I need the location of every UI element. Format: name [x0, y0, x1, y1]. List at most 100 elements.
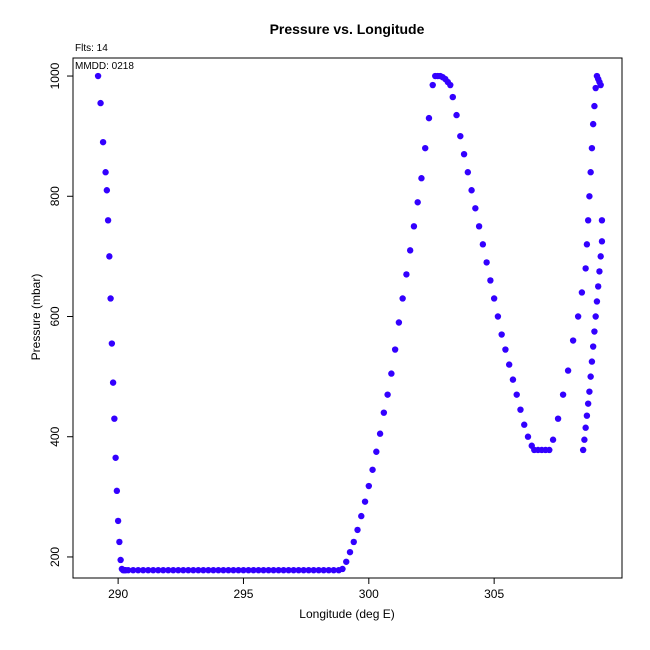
data-point: [418, 175, 425, 182]
x-axis: 290 295 300 305: [108, 578, 504, 601]
y-axis-label: Pressure (mbar): [29, 274, 43, 361]
data-point: [582, 424, 589, 431]
data-point: [546, 446, 553, 454]
data-point: [597, 253, 604, 260]
data-point: [591, 102, 598, 110]
data-point: [190, 566, 197, 574]
data-point: [584, 400, 592, 407]
data-point: [97, 99, 104, 107]
data-point: [94, 72, 102, 80]
data-point: [354, 526, 361, 534]
data-point: [320, 566, 327, 574]
data-point: [395, 319, 403, 326]
data-point: [425, 114, 433, 122]
data-point: [117, 556, 124, 564]
data-point: [265, 566, 272, 574]
data-point: [592, 313, 599, 320]
date-annotation: MMDD: 0218: [75, 61, 134, 72]
data-point: [581, 436, 588, 443]
data-point: [255, 566, 262, 574]
data-point: [453, 111, 460, 119]
data-point: [99, 138, 107, 146]
data-point: [139, 566, 147, 574]
data-point: [472, 205, 479, 212]
data-point: [339, 565, 346, 573]
data-point: [594, 283, 602, 290]
data-point: [521, 421, 528, 428]
data-point: [524, 433, 532, 440]
data-point: [150, 566, 157, 574]
data-point: [498, 331, 505, 338]
data-point: [591, 328, 598, 335]
data-point: [502, 346, 509, 353]
data-point: [103, 187, 111, 194]
y-tick-label: 600: [48, 306, 62, 326]
data-point: [106, 253, 113, 260]
data-point: [589, 343, 597, 350]
data-point: [185, 566, 192, 574]
data-point: [102, 169, 109, 176]
data-point: [285, 566, 292, 574]
y-tick-label: 800: [48, 186, 62, 206]
data-point: [509, 376, 517, 383]
plot-frame: [72, 57, 623, 579]
data-point: [260, 566, 267, 574]
data-point: [250, 566, 257, 574]
x-tick-label: 300: [359, 587, 379, 601]
data-point: [569, 337, 577, 344]
data-point: [230, 566, 237, 574]
data-point: [403, 271, 410, 278]
data-point: [107, 295, 114, 302]
data-point: [270, 566, 277, 574]
data-point: [240, 566, 247, 574]
data-point: [180, 566, 187, 574]
data-point: [429, 81, 436, 89]
data-point: [111, 415, 118, 422]
data-point: [295, 566, 302, 574]
data-point: [116, 538, 123, 546]
data-point: [210, 566, 217, 574]
data-point: [330, 566, 337, 574]
data-points: [94, 72, 606, 574]
data-point: [579, 446, 587, 454]
data-point: [588, 358, 596, 365]
data-point: [399, 295, 406, 302]
data-point: [578, 289, 586, 296]
data-point: [447, 81, 454, 89]
data-point: [513, 391, 520, 398]
data-point: [113, 487, 121, 495]
data-point: [583, 412, 591, 419]
data-point: [175, 566, 182, 574]
data-point: [155, 566, 162, 574]
data-point: [549, 436, 557, 443]
data-point: [588, 144, 596, 152]
data-point: [300, 566, 307, 574]
data-point: [160, 566, 167, 574]
x-tick-label: 295: [233, 587, 253, 601]
data-point: [205, 566, 212, 574]
data-point: [410, 223, 418, 230]
y-axis: 200 400 600 800 1000: [48, 62, 73, 567]
data-point: [487, 277, 494, 284]
data-point: [391, 346, 399, 353]
y-tick-label: 1000: [48, 62, 62, 89]
data-point: [494, 313, 502, 320]
data-point: [564, 367, 572, 374]
data-point: [596, 268, 603, 275]
data-point: [388, 370, 395, 377]
data-point: [384, 391, 391, 398]
data-point: [505, 361, 513, 368]
data-point: [457, 132, 464, 140]
x-axis-label: Longitude (deg E): [299, 607, 394, 621]
x-tick-label: 305: [484, 587, 504, 601]
data-point: [468, 187, 475, 194]
data-point: [422, 144, 429, 152]
data-point: [109, 379, 117, 386]
data-point: [483, 259, 490, 266]
data-point: [586, 388, 593, 395]
data-point: [112, 454, 119, 461]
data-point: [165, 566, 172, 574]
data-point: [365, 482, 373, 490]
data-point: [310, 566, 317, 574]
data-point: [350, 538, 357, 546]
